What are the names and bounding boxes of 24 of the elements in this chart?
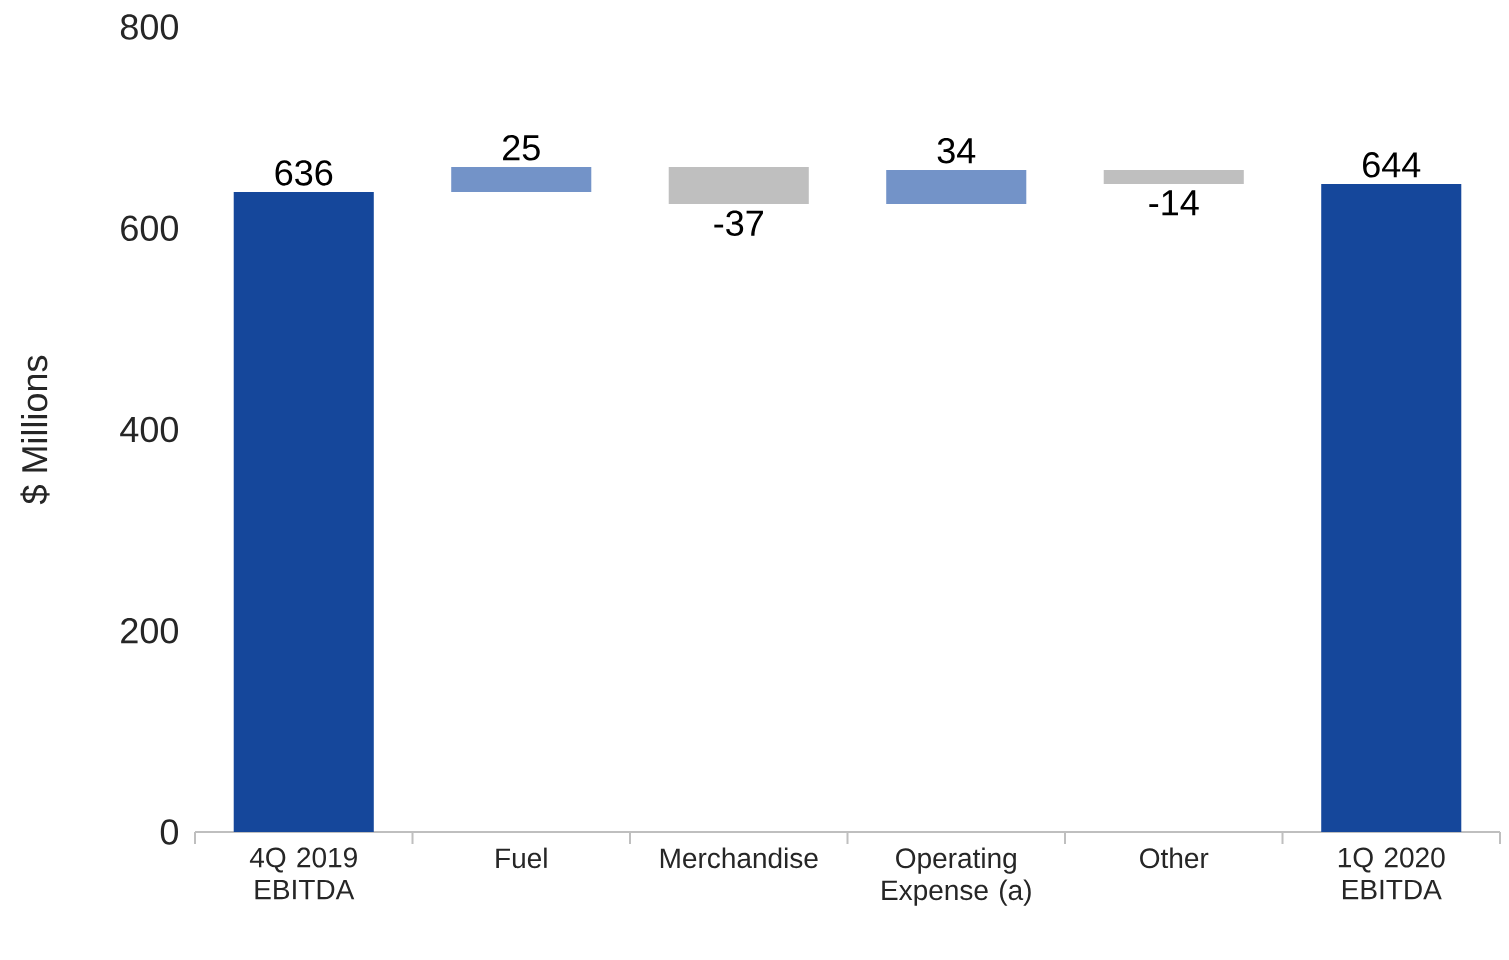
x-tick-label: 1Q 2020 EBITDA xyxy=(1338,847,1445,900)
y-tick-label: 0 xyxy=(160,819,179,845)
x-tick-label: 4Q 2019 EBITDA xyxy=(249,847,357,900)
y-tick-label: 400 xyxy=(120,416,178,443)
bar xyxy=(233,192,374,832)
y-tick-label: 600 xyxy=(121,215,178,241)
y-tick-label: 200 xyxy=(121,617,178,644)
bar xyxy=(886,169,1027,205)
data-label: -37 xyxy=(714,210,763,236)
y-tick-label: 800 xyxy=(120,14,178,40)
data-label: 636 xyxy=(275,160,333,186)
x-tick-label: Fuel xyxy=(496,847,547,869)
bar xyxy=(451,166,592,193)
y-axis-title: $ Millions xyxy=(20,355,50,505)
x-tick-label: Other xyxy=(1140,847,1209,869)
data-label: -14 xyxy=(1149,190,1199,216)
data-label: 25 xyxy=(503,134,540,161)
data-label: 644 xyxy=(1363,152,1421,178)
bar xyxy=(1103,169,1244,184)
bar xyxy=(1321,183,1462,832)
bar xyxy=(668,166,809,205)
data-label: 34 xyxy=(937,137,976,164)
x-tick-label: Merchandise xyxy=(660,847,818,869)
x-tick-label: Operating Expense (a) xyxy=(882,847,1031,906)
